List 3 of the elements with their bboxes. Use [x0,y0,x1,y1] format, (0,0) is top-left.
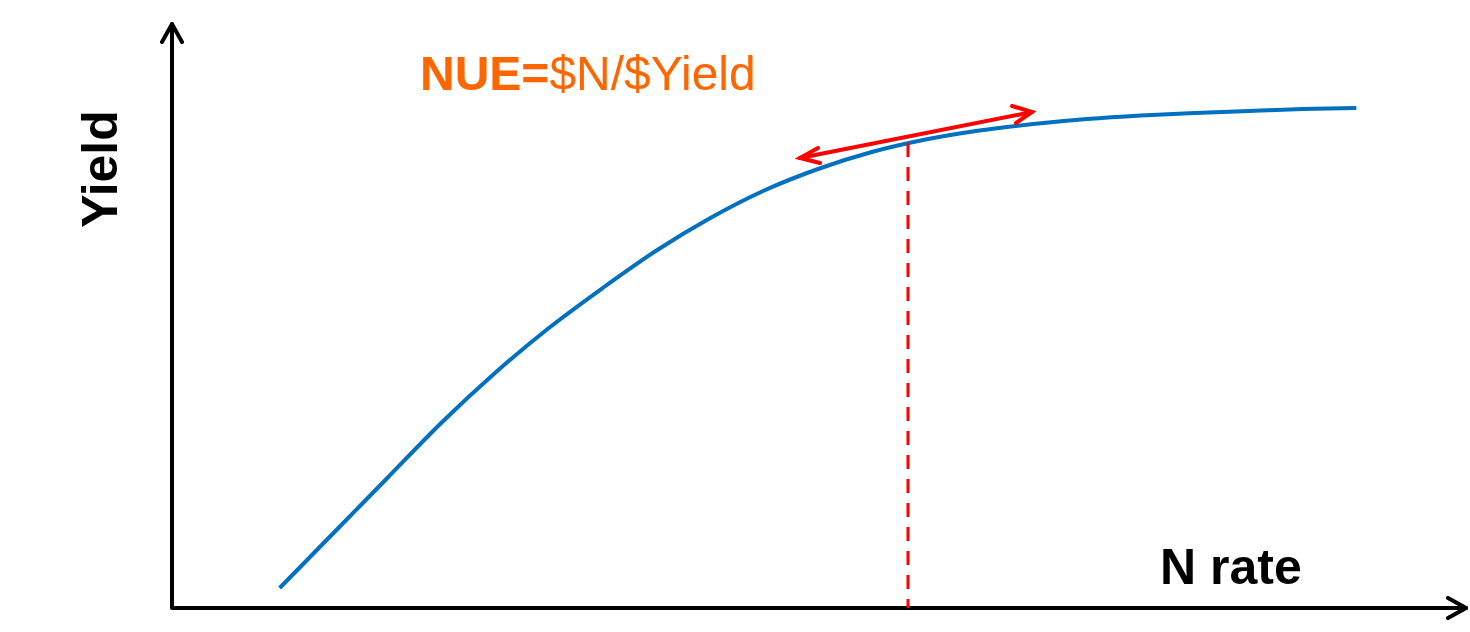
x-axis-title: N rate [1160,538,1302,596]
text: NUE=$N/$Yield [420,47,756,100]
y-axis-title: Yield [70,110,129,228]
